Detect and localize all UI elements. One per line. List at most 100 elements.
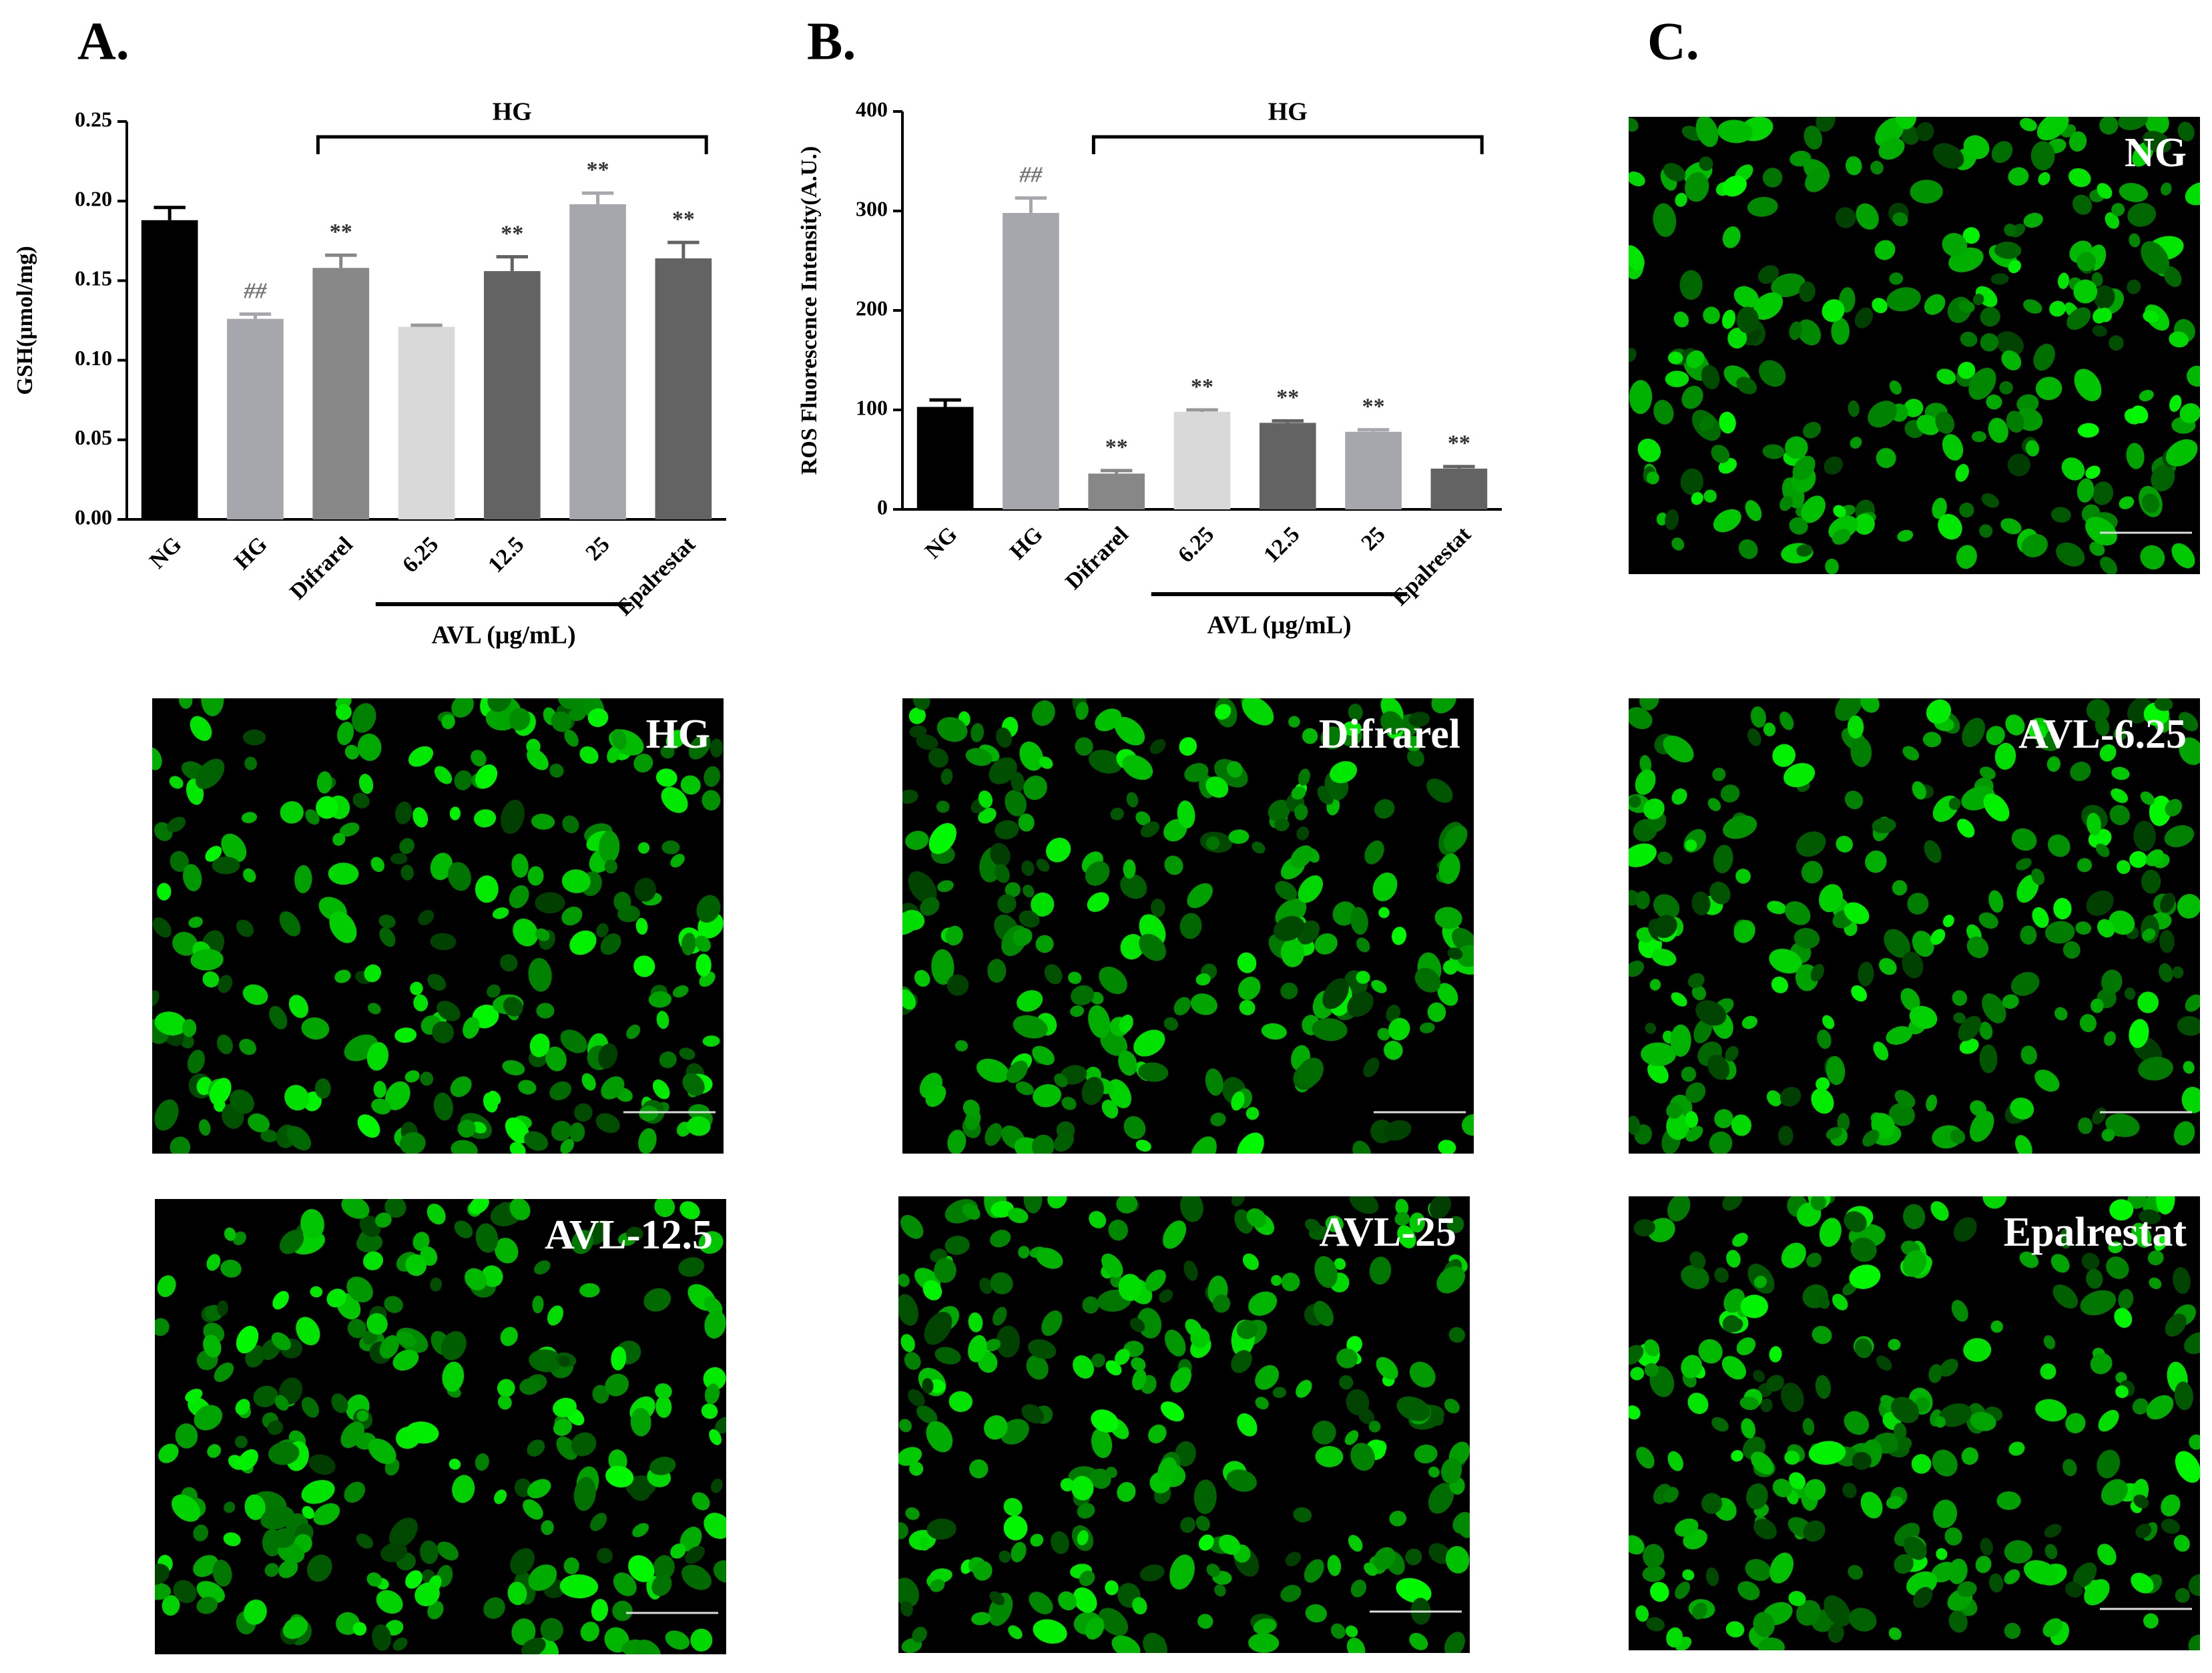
cell-nucleus — [1132, 1369, 1147, 1391]
cell-nucleus — [430, 853, 453, 881]
cell-nucleus — [2062, 1459, 2077, 1477]
cell-nucleus — [253, 1385, 278, 1407]
cell-nucleus — [2002, 994, 2019, 1009]
cell-nucleus — [560, 1029, 587, 1053]
cell-nucleus — [1017, 990, 1043, 1012]
cell-nucleus — [1173, 997, 1191, 1015]
cell-nucleus — [1246, 1107, 1260, 1120]
cell-nucleus — [483, 1597, 505, 1619]
cell-nucleus — [1956, 545, 1977, 569]
cell-nucleus — [507, 1582, 527, 1606]
cell-nucleus — [680, 775, 701, 795]
image-label: AVL-12.5 — [545, 1212, 713, 1258]
cell-nucleus — [1165, 1329, 1186, 1357]
cell-nucleus — [2111, 788, 2129, 803]
cell-nucleus — [1135, 1140, 1151, 1152]
cell-nucleus — [2005, 714, 2025, 736]
cell-nucleus — [2000, 518, 2022, 535]
cell-nucleus — [1850, 1237, 1877, 1262]
cell-nucleus — [1712, 767, 1726, 781]
cell-nucleus — [494, 1238, 519, 1264]
cell-nucleus — [1711, 1417, 1729, 1432]
cell-nucleus — [682, 1073, 705, 1096]
cell-nucleus — [581, 1073, 596, 1091]
cell-nucleus — [681, 1564, 712, 1590]
cell-nucleus — [1205, 1068, 1223, 1096]
cell-nucleus — [1215, 704, 1231, 720]
cell-nucleus — [1438, 1140, 1456, 1154]
cell-nucleus — [1327, 1555, 1342, 1576]
cell-nucleus — [1275, 881, 1298, 901]
cell-nucleus — [1405, 1548, 1422, 1566]
y-tick-label: 300 — [856, 196, 888, 220]
cell-nucleus — [1932, 143, 1964, 169]
cell-nucleus — [224, 1227, 236, 1241]
cell-nucleus — [947, 1130, 966, 1154]
panel-label: B. — [807, 12, 856, 71]
cell-nucleus — [1280, 938, 1305, 967]
cell-nucleus — [1629, 117, 1639, 132]
bar — [483, 271, 541, 519]
cell-nucleus — [2143, 1613, 2159, 1629]
cell-nucleus — [2079, 1013, 2097, 1033]
cell-nucleus — [1733, 286, 1759, 308]
micrograph: AVL-12.5 — [155, 1199, 726, 1654]
cell-nucleus — [638, 1128, 657, 1154]
cell-nucleus — [1133, 1029, 1165, 1057]
cell-nucleus — [2016, 858, 2032, 871]
cell-nucleus — [534, 1260, 551, 1275]
cell-nucleus — [1909, 1005, 1938, 1029]
cell-nucleus — [698, 1231, 724, 1254]
cell-nucleus — [1837, 1113, 1850, 1132]
cell-nucleus — [404, 1070, 420, 1083]
cell-nucleus — [607, 746, 620, 764]
cell-nucleus — [1205, 776, 1229, 798]
cell-nucleus — [1023, 1196, 1043, 1214]
cell-nucleus — [340, 1421, 364, 1448]
cell-nucleus — [474, 809, 497, 828]
cell-nucleus — [900, 1600, 913, 1617]
cell-nucleus — [475, 764, 498, 789]
cell-nucleus — [1644, 1363, 1659, 1377]
cell-nucleus — [437, 1001, 461, 1021]
cell-nucleus — [665, 1630, 690, 1650]
cell-nucleus — [715, 1417, 726, 1434]
cell-nucleus — [2184, 1332, 2200, 1355]
cell-nucleus — [1785, 436, 1808, 459]
cell-nucleus — [201, 698, 224, 716]
cell-nucleus — [260, 1505, 294, 1530]
cell-nucleus — [1872, 818, 1896, 834]
cell-nucleus — [2114, 1308, 2133, 1328]
cell-nucleus — [655, 1395, 672, 1418]
cell-nucleus — [2098, 1409, 2119, 1432]
cell-nucleus — [1163, 1017, 1179, 1031]
cell-nucleus — [1870, 160, 1884, 175]
cell-nucleus — [1963, 1338, 1992, 1362]
cell-nucleus — [898, 1578, 919, 1608]
cell-nucleus — [1226, 761, 1243, 778]
bar — [1003, 212, 1059, 509]
cell-nucleus — [2077, 858, 2093, 873]
cell-nucleus — [904, 1352, 921, 1370]
cell-nucleus — [510, 1548, 535, 1576]
cell-nucleus — [1139, 1564, 1165, 1582]
cell-nucleus — [463, 1017, 480, 1039]
cell-nucleus — [1822, 299, 1845, 322]
cell-nucleus — [1159, 1289, 1173, 1303]
cell-nucleus — [475, 875, 499, 903]
cell-nucleus — [452, 1475, 475, 1503]
cell-nucleus — [1681, 385, 1703, 409]
significance-mark: ** — [1448, 431, 1470, 456]
cell-nucleus — [2011, 828, 2037, 851]
cell-nucleus — [1448, 1327, 1465, 1343]
bar — [398, 326, 455, 519]
cell-nucleus — [2016, 875, 2039, 903]
cell-nucleus — [2016, 394, 2039, 413]
cell-nucleus — [2131, 1222, 2152, 1248]
cell-nucleus — [214, 1363, 234, 1383]
cell-nucleus — [1846, 156, 1862, 176]
cell-nucleus — [1115, 1349, 1130, 1365]
cell-nucleus — [553, 1419, 572, 1436]
cell-nucleus — [1179, 913, 1202, 939]
cell-nucleus — [2034, 1069, 2060, 1092]
